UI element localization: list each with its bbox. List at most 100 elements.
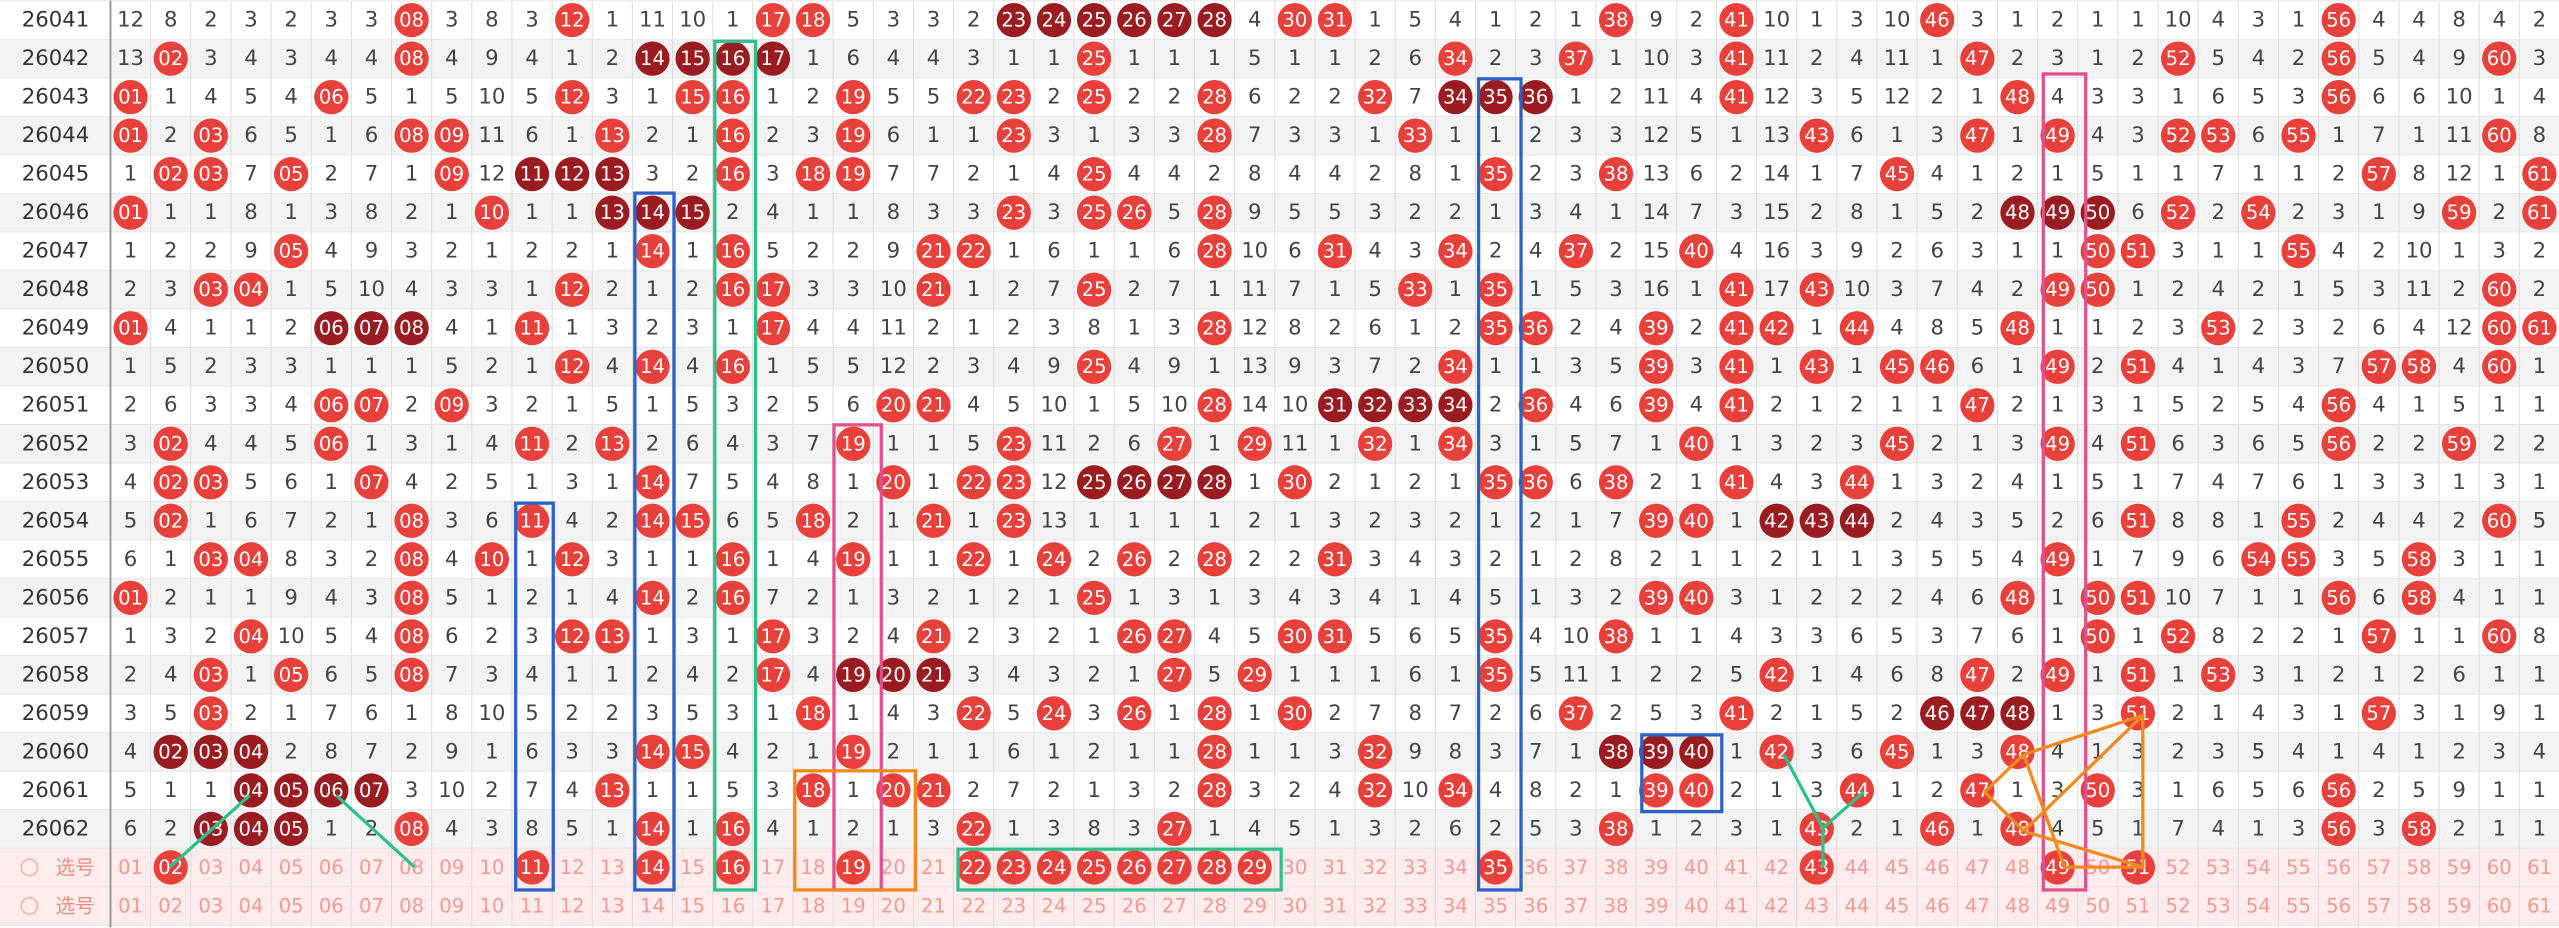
footer-number[interactable]: 01	[118, 894, 143, 917]
footer-number[interactable]: 19	[841, 856, 866, 879]
footer-number[interactable]: 26	[1122, 856, 1147, 879]
footer-number[interactable]: 03	[198, 894, 223, 917]
footer-number[interactable]: 12	[560, 856, 585, 879]
footer-number[interactable]: 37	[1563, 856, 1588, 879]
footer-number[interactable]: 59	[2447, 856, 2472, 879]
footer-number[interactable]: 06	[319, 856, 344, 879]
footer-number[interactable]: 16	[720, 894, 745, 917]
footer-number[interactable]: 21	[921, 856, 946, 879]
footer-number[interactable]: 28	[1202, 894, 1227, 917]
footer-number[interactable]: 41	[1724, 856, 1749, 879]
footer-number[interactable]: 53	[2206, 856, 2231, 879]
footer-number[interactable]: 14	[640, 856, 665, 879]
footer-number[interactable]: 35	[1483, 894, 1508, 917]
footer-number[interactable]: 37	[1563, 894, 1588, 917]
footer-number[interactable]: 49	[2045, 894, 2070, 917]
footer-number[interactable]: 38	[1604, 856, 1629, 879]
footer-number[interactable]: 11	[520, 894, 545, 917]
footer-number[interactable]: 19	[841, 894, 866, 917]
footer-number[interactable]: 20	[881, 894, 906, 917]
footer-number[interactable]: 27	[1162, 894, 1187, 917]
footer-number[interactable]: 05	[279, 856, 304, 879]
footer-number[interactable]: 24	[1041, 856, 1066, 879]
footer-number[interactable]: 57	[2366, 856, 2391, 879]
footer-number[interactable]: 39	[1644, 856, 1669, 879]
footer-number[interactable]: 60	[2487, 856, 2512, 879]
footer-number[interactable]: 61	[2527, 856, 2552, 879]
footer-number[interactable]: 28	[1202, 856, 1227, 879]
footer-number[interactable]: 07	[359, 894, 384, 917]
footer-number[interactable]: 44	[1844, 894, 1869, 917]
footer-number[interactable]: 46	[1925, 856, 1950, 879]
footer-number[interactable]: 39	[1644, 894, 1669, 917]
footer-number[interactable]: 38	[1604, 894, 1629, 917]
footer-number[interactable]: 50	[2085, 894, 2110, 917]
footer-number[interactable]: 33	[1403, 894, 1428, 917]
footer-number[interactable]: 48	[2005, 856, 2030, 879]
footer-number[interactable]: 08	[399, 894, 424, 917]
footer-number[interactable]: 24	[1041, 894, 1066, 917]
footer-number[interactable]: 53	[2206, 894, 2231, 917]
footer-number[interactable]: 42	[1764, 856, 1789, 879]
footer-number[interactable]: 45	[1885, 894, 1910, 917]
footer-number[interactable]: 04	[239, 856, 264, 879]
footer-number[interactable]: 29	[1242, 894, 1267, 917]
footer-number[interactable]: 57	[2366, 894, 2391, 917]
footer-number[interactable]: 32	[1363, 894, 1388, 917]
footer-number[interactable]: 15	[680, 856, 705, 879]
footer-number[interactable]: 34	[1443, 894, 1468, 917]
footer-number[interactable]: 01	[118, 856, 143, 879]
footer-number[interactable]: 27	[1162, 856, 1187, 879]
footer-number[interactable]: 18	[801, 856, 826, 879]
footer-number[interactable]: 60	[2487, 894, 2512, 917]
footer-number[interactable]: 33	[1403, 856, 1428, 879]
footer-number[interactable]: 43	[1804, 894, 1829, 917]
footer-number[interactable]: 03	[198, 856, 223, 879]
footer-number[interactable]: 25	[1082, 894, 1107, 917]
footer-number[interactable]: 16	[720, 856, 745, 879]
footer-number[interactable]: 31	[1323, 894, 1348, 917]
footer-number[interactable]: 32	[1363, 856, 1388, 879]
footer-number[interactable]: 52	[2166, 856, 2191, 879]
footer-number[interactable]: 42	[1764, 894, 1789, 917]
footer-number[interactable]: 11	[520, 856, 545, 879]
footer-number[interactable]: 13	[600, 894, 625, 917]
footer-number[interactable]: 10	[479, 856, 504, 879]
footer-number[interactable]: 12	[560, 894, 585, 917]
footer-number[interactable]: 08	[399, 856, 424, 879]
footer-number[interactable]: 54	[2246, 894, 2271, 917]
footer-number[interactable]: 02	[158, 894, 183, 917]
footer-number[interactable]: 54	[2246, 856, 2271, 879]
footer-number[interactable]: 14	[640, 894, 665, 917]
footer-number[interactable]: 29	[1242, 856, 1267, 879]
footer-number[interactable]: 44	[1844, 856, 1869, 879]
footer-number[interactable]: 55	[2286, 894, 2311, 917]
footer-number[interactable]: 22	[961, 894, 986, 917]
footer-number[interactable]: 13	[600, 856, 625, 879]
footer-number[interactable]: 26	[1122, 894, 1147, 917]
footer-number[interactable]: 09	[439, 856, 464, 879]
footer-number[interactable]: 51	[2125, 894, 2150, 917]
footer-number[interactable]: 18	[801, 894, 826, 917]
footer-number[interactable]: 47	[1965, 856, 1990, 879]
footer-number[interactable]: 06	[319, 894, 344, 917]
footer-number[interactable]: 22	[961, 856, 986, 879]
footer-number[interactable]: 55	[2286, 856, 2311, 879]
footer-number[interactable]: 17	[760, 856, 785, 879]
footer-number[interactable]: 56	[2326, 894, 2351, 917]
footer-number[interactable]: 04	[239, 894, 264, 917]
footer-number[interactable]: 58	[2407, 856, 2432, 879]
footer-number[interactable]: 15	[680, 894, 705, 917]
footer-number[interactable]: 30	[1282, 856, 1307, 879]
footer-number[interactable]: 31	[1323, 856, 1348, 879]
footer-number[interactable]: 40	[1684, 894, 1709, 917]
footer-number[interactable]: 58	[2407, 894, 2432, 917]
footer-number[interactable]: 48	[2005, 894, 2030, 917]
footer-number[interactable]: 47	[1965, 894, 1990, 917]
footer-number[interactable]: 07	[359, 856, 384, 879]
footer-number[interactable]: 30	[1282, 894, 1307, 917]
footer-number[interactable]: 34	[1443, 856, 1468, 879]
footer-number[interactable]: 20	[881, 856, 906, 879]
footer-number[interactable]: 36	[1523, 894, 1548, 917]
footer-number[interactable]: 23	[1001, 856, 1026, 879]
